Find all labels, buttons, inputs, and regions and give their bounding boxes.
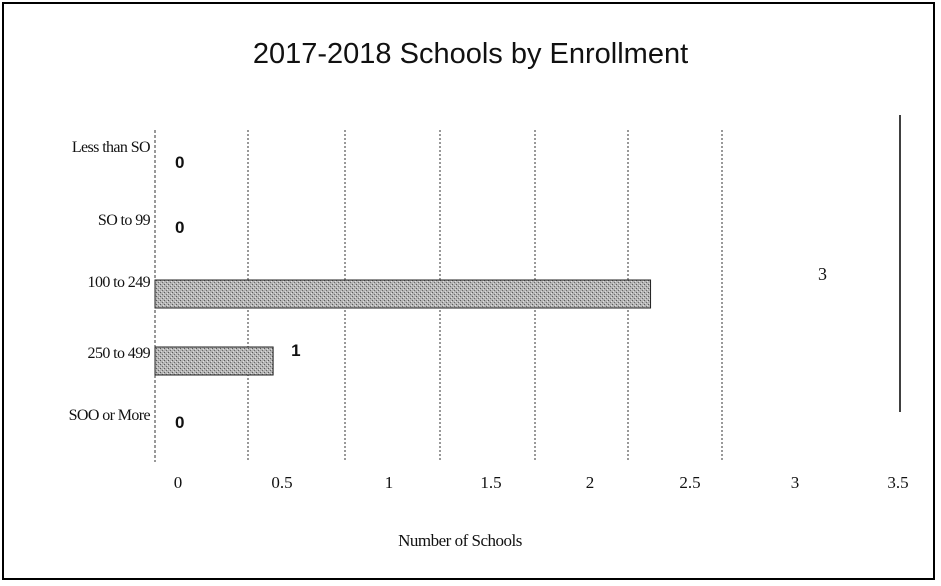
chart-title: 2017-2018 Schools by Enrollment: [252, 38, 689, 70]
bar: [154, 346, 274, 376]
category-label: 250 to 499: [88, 345, 151, 362]
data-label: 0: [175, 218, 184, 237]
x-axis-label: Number of Schools: [398, 531, 522, 550]
category-label: 100 to 249: [88, 274, 151, 291]
category-label: SO to 99: [98, 212, 151, 229]
x-tick-label: 1.5: [480, 473, 501, 492]
bar: [154, 279, 652, 309]
category-label: Less than SO: [72, 139, 150, 156]
x-tick-label: 2.5: [679, 473, 700, 492]
data-label: 1: [291, 341, 300, 360]
x-tick-label: 1: [385, 473, 394, 492]
data-label: 0: [175, 413, 184, 432]
x-tick-label: 0.5: [271, 473, 292, 492]
data-label: 0: [175, 153, 184, 172]
x-tick-label: 2: [586, 473, 595, 492]
x-tick-label: 3.5: [887, 473, 908, 492]
x-tick-label: 0: [174, 473, 183, 492]
data-label: 3: [818, 264, 827, 284]
category-label: SOO or More: [69, 407, 151, 424]
x-tick-label: 3: [791, 473, 800, 492]
